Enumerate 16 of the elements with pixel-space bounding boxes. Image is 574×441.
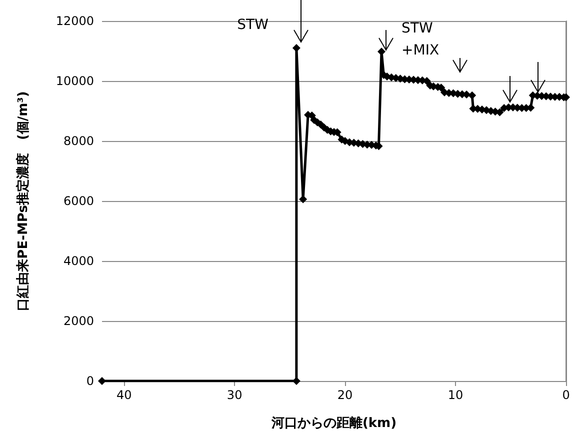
y-tick-label: 0 (86, 374, 94, 388)
x-tick-label: 40 (116, 388, 132, 402)
y-tick-label: 6000 (63, 194, 94, 208)
annotation: STW +MIX (402, 20, 440, 59)
x-tick-label: 0 (562, 388, 570, 402)
y-tick-label: 8000 (63, 134, 94, 148)
x-axis-title: 河口からの距離(km) (270, 416, 397, 431)
x-tick-label: 20 (337, 388, 353, 402)
x-tick-label: 10 (448, 388, 464, 402)
y-tick-label: 2000 (63, 314, 94, 328)
y-tick-label: 4000 (63, 254, 94, 268)
y-tick-label: 12000 (56, 14, 94, 28)
x-tick-label: 30 (226, 388, 242, 402)
y-axis-title: 口紅由来PE-MPs推定濃度 (個/m³) (15, 91, 31, 311)
y-tick-label: 10000 (56, 74, 94, 88)
annotation: STW (237, 17, 269, 33)
